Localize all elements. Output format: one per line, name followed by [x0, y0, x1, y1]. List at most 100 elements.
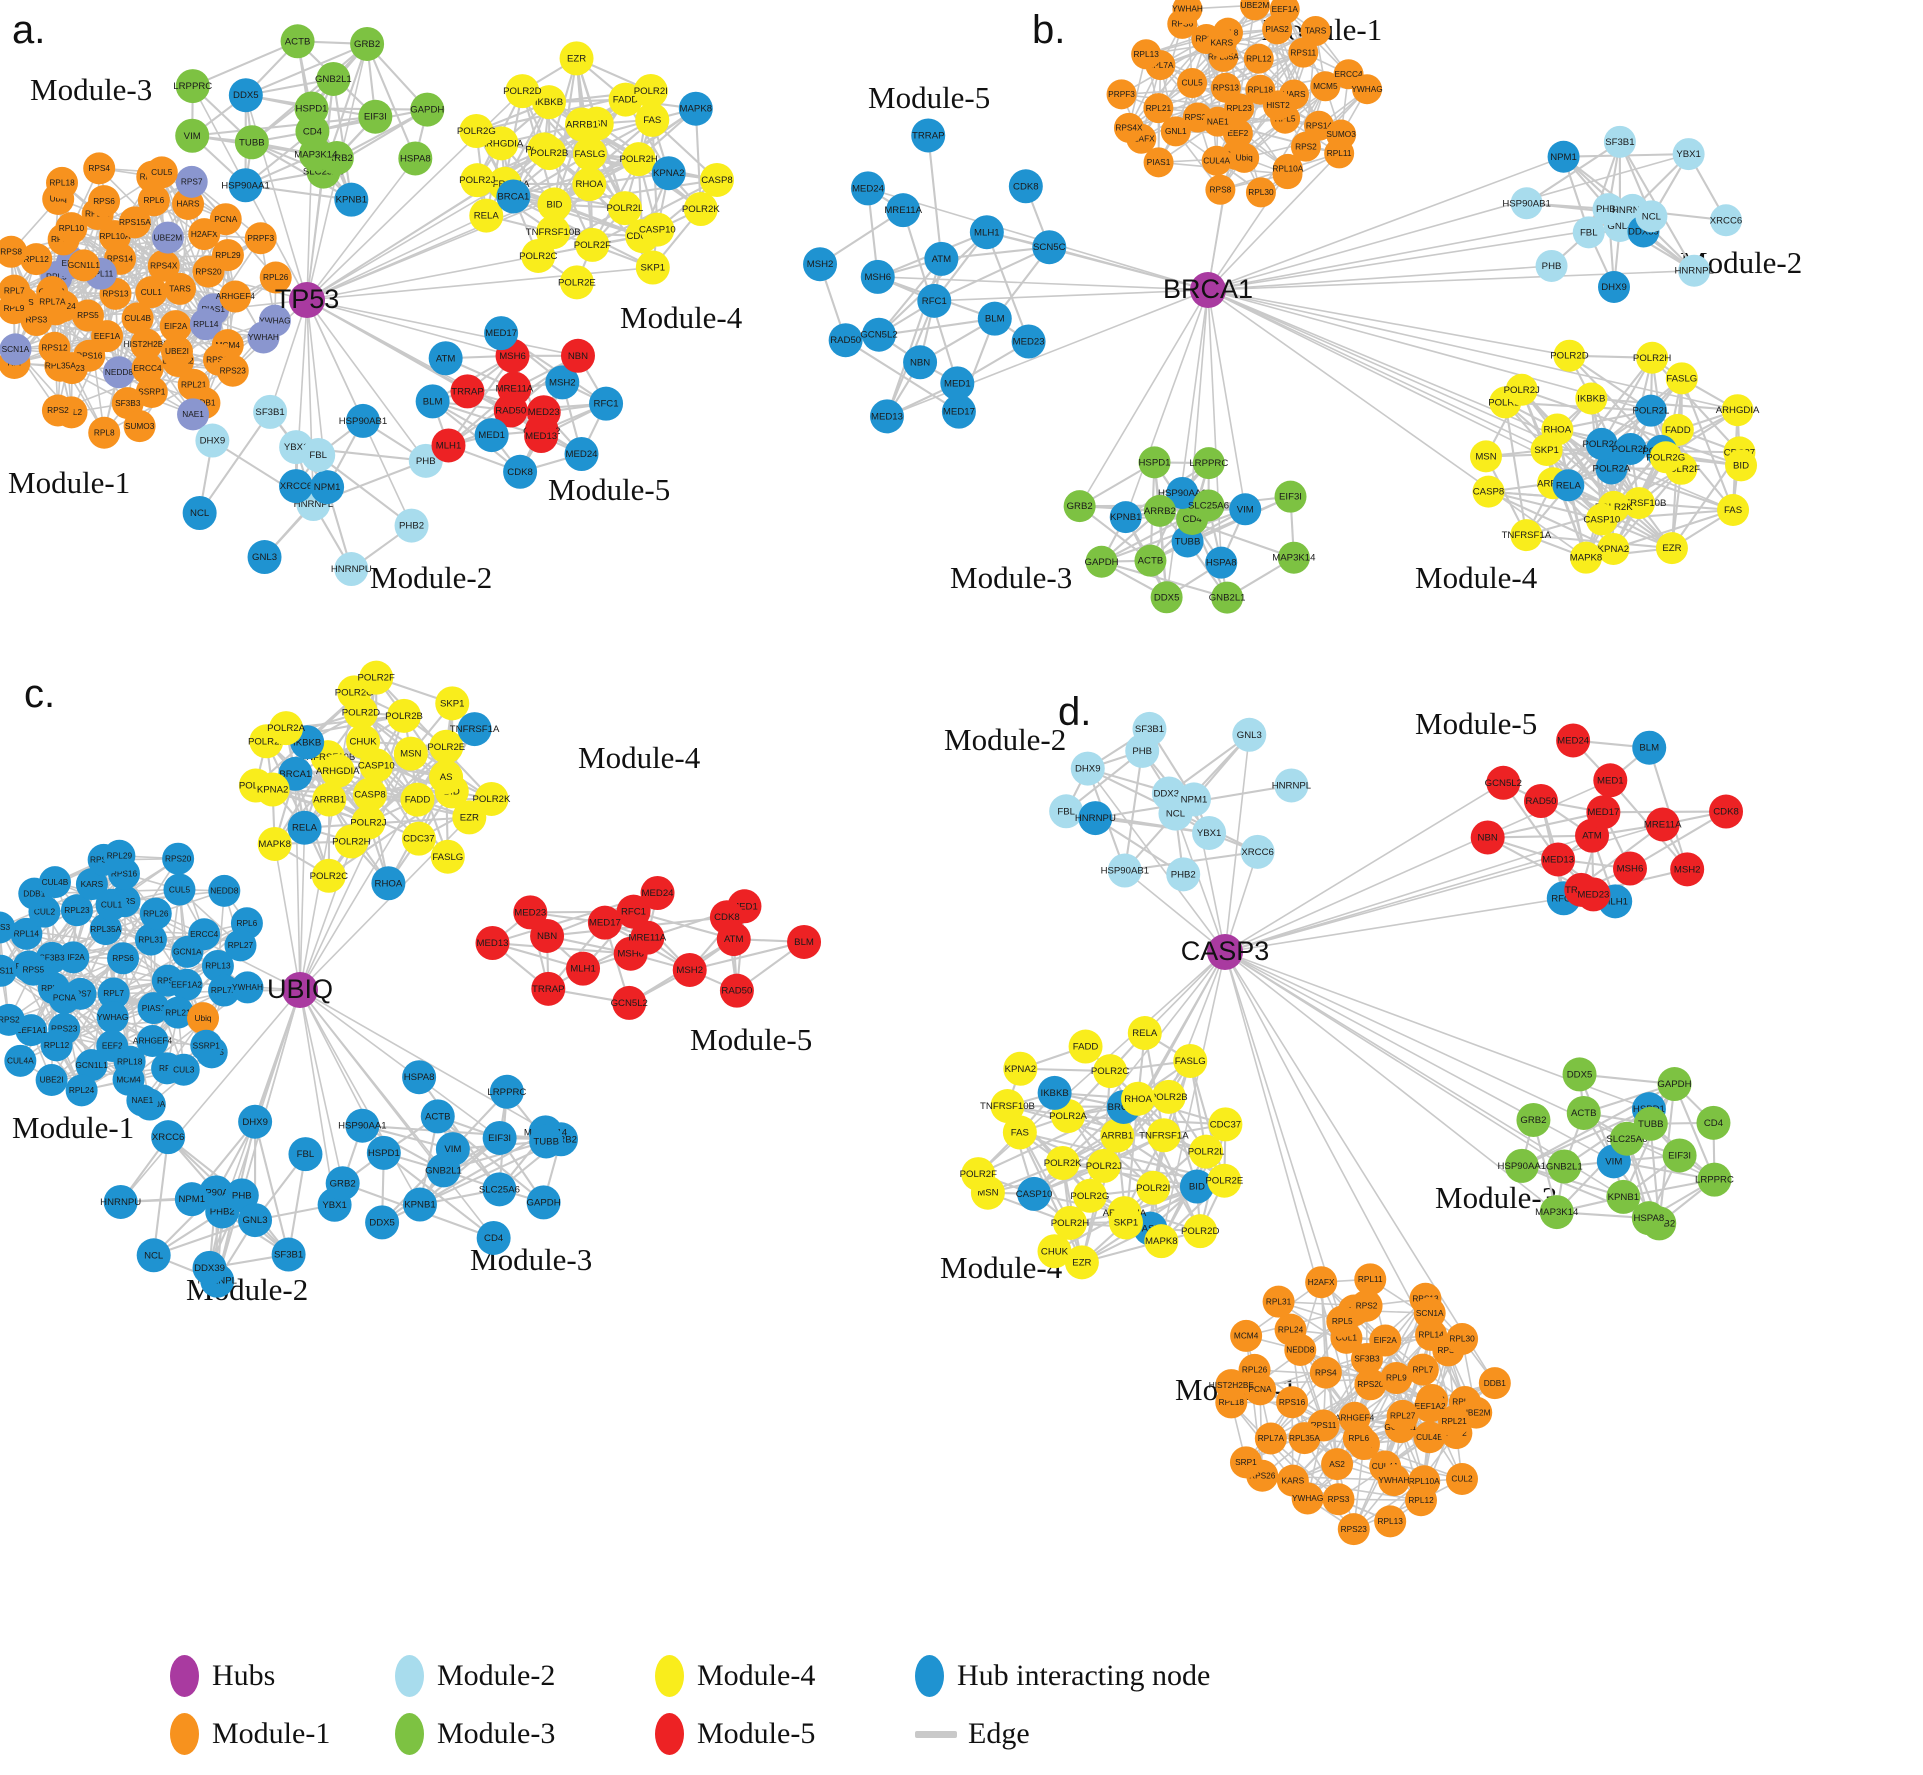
network-node[interactable]: RPL35A — [89, 913, 122, 946]
network-node[interactable]: PCNA — [48, 982, 81, 1015]
node-circle[interactable] — [1472, 475, 1505, 508]
node-circle[interactable] — [1146, 1118, 1181, 1153]
network-node[interactable]: GAPDH — [1657, 1067, 1692, 1102]
network-node[interactable]: CASP10 — [639, 212, 676, 247]
network-node[interactable]: KPNA2 — [1597, 532, 1630, 565]
node-circle[interactable] — [1125, 733, 1160, 768]
network-node[interactable]: RHOA — [1121, 1081, 1156, 1116]
node-circle[interactable] — [350, 26, 385, 61]
node-circle[interactable] — [208, 974, 241, 1007]
network-node[interactable]: CUL4A — [4, 1044, 37, 1077]
node-circle[interactable] — [164, 272, 197, 305]
node-circle[interactable] — [489, 1074, 524, 1109]
node-circle[interactable] — [1593, 763, 1628, 798]
node-circle[interactable] — [211, 239, 244, 272]
network-node[interactable]: RPL26 — [1238, 1353, 1271, 1386]
network-node[interactable]: YWHAG — [1351, 74, 1383, 105]
network-node[interactable]: RPL29 — [211, 239, 244, 272]
network-node[interactable]: BRCA1 — [496, 179, 531, 214]
network-node[interactable]: RPL7A — [208, 974, 241, 1007]
network-node[interactable]: DDX5 — [1562, 1057, 1597, 1092]
node-circle[interactable] — [208, 874, 241, 907]
node-circle[interactable] — [1585, 503, 1618, 536]
network-node[interactable]: RPS15A — [118, 206, 151, 239]
node-circle[interactable] — [136, 1025, 169, 1058]
node-circle[interactable] — [1486, 765, 1521, 800]
node-circle[interactable] — [633, 73, 668, 108]
node-circle[interactable] — [60, 894, 93, 927]
network-node[interactable]: NAE1 — [1202, 106, 1233, 137]
network-node[interactable]: GRB2 — [1516, 1102, 1551, 1137]
node-circle[interactable] — [95, 888, 128, 921]
node-circle[interactable] — [1003, 1051, 1038, 1086]
network-node[interactable]: XRCC6 — [279, 469, 314, 504]
node-circle[interactable] — [640, 876, 675, 911]
node-circle[interactable] — [435, 686, 470, 721]
network-node[interactable]: RPS20 — [1354, 1368, 1387, 1401]
network-node[interactable]: RPL13 — [201, 949, 234, 982]
node-circle[interactable] — [1636, 341, 1669, 374]
node-circle[interactable] — [1049, 794, 1084, 829]
node-circle[interactable] — [10, 917, 43, 950]
node-circle[interactable] — [151, 1120, 186, 1155]
network-node[interactable]: RPL6 — [1342, 1422, 1375, 1455]
network-node[interactable]: POLR2B — [1612, 432, 1650, 465]
network-node[interactable]: BLM — [977, 301, 1012, 336]
node-circle[interactable] — [572, 136, 607, 171]
node-circle[interactable] — [188, 918, 221, 951]
hub-circle[interactable] — [282, 972, 318, 1008]
network-node[interactable]: FAS — [1002, 1115, 1037, 1150]
node-circle[interactable] — [1614, 432, 1647, 465]
network-node[interactable]: GNL3 — [247, 540, 282, 575]
network-node[interactable]: RPS6 — [107, 942, 140, 975]
network-node[interactable]: PHB2 — [1166, 857, 1201, 892]
network-node[interactable]: SCN5C — [1032, 230, 1067, 265]
node-circle[interactable] — [1176, 782, 1211, 817]
node-circle[interactable] — [1166, 476, 1199, 509]
network-node[interactable]: UBE2I — [160, 335, 193, 368]
node-circle[interactable] — [145, 156, 178, 189]
node-circle[interactable] — [1631, 1201, 1666, 1236]
node-circle[interactable] — [1541, 413, 1574, 446]
node-circle[interactable] — [1131, 39, 1162, 70]
node-circle[interactable] — [429, 729, 464, 764]
node-circle[interactable] — [35, 1064, 68, 1097]
node-circle[interactable] — [572, 167, 607, 202]
node-circle[interactable] — [860, 259, 895, 294]
network-node[interactable]: POLR2F — [960, 1157, 997, 1192]
hub-circle[interactable] — [1207, 934, 1243, 970]
node-circle[interactable] — [1138, 446, 1171, 479]
node-circle[interactable] — [192, 1250, 227, 1285]
network-node[interactable]: CUL1 — [135, 276, 168, 309]
network-node[interactable]: LRPPRC — [173, 69, 212, 104]
network-node[interactable]: UBE2M — [151, 221, 184, 254]
node-circle[interactable] — [1326, 1305, 1359, 1338]
node-circle[interactable] — [1143, 93, 1174, 124]
node-circle[interactable] — [103, 839, 136, 872]
node-circle[interactable] — [1350, 1289, 1383, 1322]
network-node[interactable]: NEDD8 — [102, 356, 135, 389]
network-node[interactable]: GNB2L1 — [315, 61, 352, 96]
network-node[interactable]: YWHAH — [1172, 0, 1203, 24]
network-node[interactable]: VIM — [435, 1132, 470, 1167]
network-node[interactable]: RPS16 — [1276, 1386, 1309, 1419]
network-node[interactable]: EZR — [1655, 532, 1688, 565]
node-circle[interactable] — [1192, 447, 1225, 480]
node-circle[interactable] — [1405, 1484, 1438, 1517]
node-circle[interactable] — [1725, 449, 1758, 482]
node-circle[interactable] — [616, 894, 651, 929]
network-node[interactable]: NCL — [136, 1238, 171, 1273]
network-node[interactable]: CUL4B — [121, 302, 154, 335]
node-circle[interactable] — [1309, 1356, 1342, 1389]
node-circle[interactable] — [566, 951, 601, 986]
network-node[interactable]: EZR — [1064, 1245, 1099, 1280]
node-circle[interactable] — [170, 968, 203, 1001]
network-node[interactable]: CHUK — [1037, 1234, 1072, 1269]
network-node[interactable]: HSP90AB1 — [1502, 187, 1551, 220]
network-node[interactable]: RPL6 — [137, 184, 170, 217]
network-node[interactable]: POLR2C — [519, 238, 558, 273]
node-circle[interactable] — [559, 41, 594, 76]
node-circle[interactable] — [469, 198, 504, 233]
node-circle[interactable] — [431, 428, 466, 463]
node-circle[interactable] — [1206, 27, 1237, 58]
